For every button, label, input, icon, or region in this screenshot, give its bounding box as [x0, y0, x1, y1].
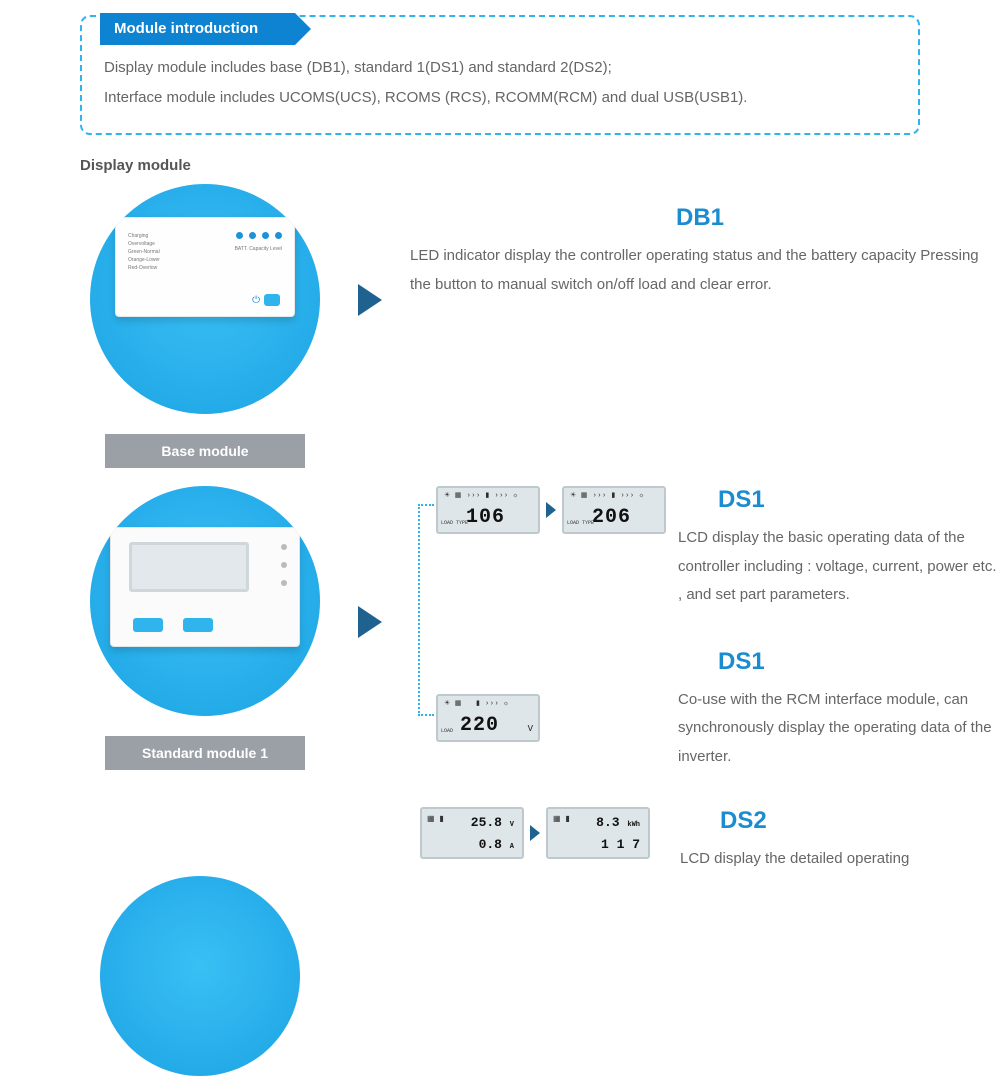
lcd-preview: ▦ ››› ▮ ››› ☼ LOAD TYPE 106: [436, 486, 540, 534]
ds1a-code: DS1: [718, 486, 1000, 514]
lcd-preview: ▦ ▮ 25.8 V 0.8 A: [420, 807, 524, 859]
ds1-thumbnail: [90, 486, 320, 716]
ds2-row: ▦ ▮ 25.8 V 0.8 A ▦ ▮ 8.3 kWh 1 1 7 DS2 L…: [80, 807, 1000, 874]
ds1b-desc: Co-use with the RCM interface module, ca…: [678, 686, 1000, 772]
power-button-icon: [264, 294, 280, 306]
db1-desc: LED indicator display the controller ope…: [410, 242, 990, 299]
arrow-icon: [330, 486, 410, 638]
db1-panel-labels: Charging Overvoltage Green-Normal Orange…: [128, 232, 160, 272]
ds1a-desc: LCD display the basic operating data of …: [678, 524, 1000, 610]
intro-line-1: Display module includes base (DB1), stan…: [104, 53, 896, 83]
chevron-icon: [546, 502, 556, 518]
lcd-preview: ▦ ▮ 8.3 kWh 1 1 7: [546, 807, 650, 859]
section-title: Display module: [80, 157, 1000, 174]
intro-line-2: Interface module includes UCOMS(UCS), RC…: [104, 83, 896, 113]
db1-code: DB1: [410, 204, 990, 232]
ds1-row: Standard module 1 ▦ ››› ▮ ››› ☼ LOAD TYP…: [80, 486, 1000, 801]
lcd-preview: ▦ ▮ ››› ☼ LOAD 220 V: [436, 694, 540, 742]
db1-row: Charging Overvoltage Green-Normal Orange…: [80, 184, 1000, 468]
intro-box: Module introduction Display module inclu…: [80, 15, 920, 135]
ds2-thumbnail-partial: [100, 876, 300, 1076]
indicator-dots-icon: [281, 544, 287, 586]
db1-caption: Base module: [105, 434, 305, 468]
power-icon: ⏻: [252, 295, 260, 306]
ds2-desc: LCD display the detailed operating: [680, 845, 1000, 874]
db1-thumbnail: Charging Overvoltage Green-Normal Orange…: [90, 184, 320, 414]
ds1b-code: DS1: [718, 648, 1000, 676]
lcd-preview-column: ▦ ››› ▮ ››› ☼ LOAD TYPE 106 ▦ ››› ▮ ››› …: [418, 486, 678, 742]
button-row-icon: [133, 618, 213, 632]
batt-label: BATT. Capacity Level: [235, 246, 282, 252]
ds2-code: DS2: [720, 807, 1000, 835]
arrow-icon: [330, 184, 410, 316]
intro-tab: Module introduction: [100, 13, 295, 45]
chevron-icon: [530, 825, 540, 841]
lcd-preview: ▦ ››› ▮ ››› ☼ LOAD TYPE 206: [562, 486, 666, 534]
ds1-caption: Standard module 1: [105, 736, 305, 770]
led-row-icon: [236, 232, 282, 239]
lcd-screen-icon: [129, 542, 249, 592]
